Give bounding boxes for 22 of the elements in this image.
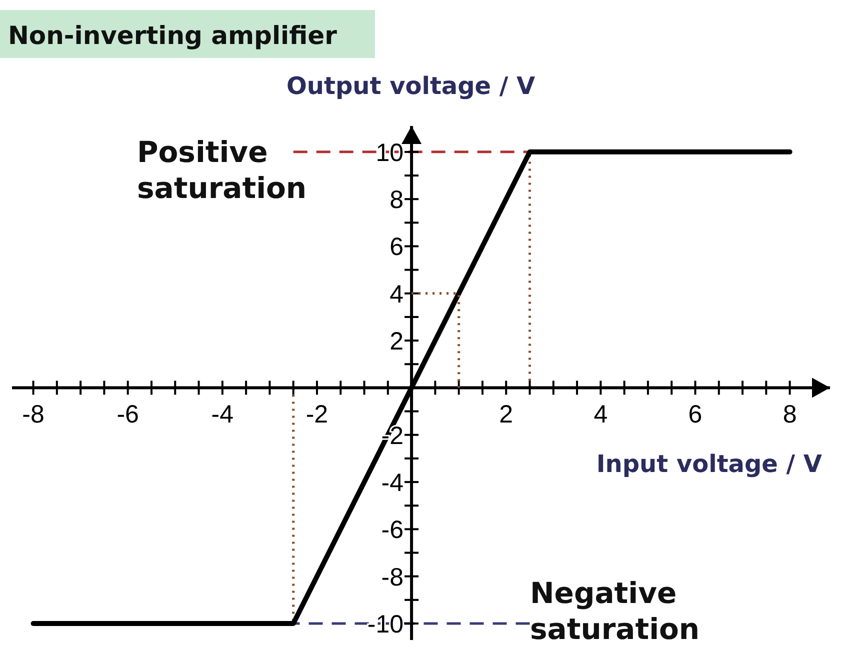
annotation: Positive saturation	[137, 135, 307, 205]
x-tick-label: 6	[688, 400, 702, 429]
x-axis-title: Input voltage / V	[596, 450, 822, 478]
x-tick-label: -6	[116, 400, 139, 429]
x-tick-label: 4	[594, 400, 608, 429]
y-tick-label: -6	[381, 516, 404, 544]
y-tick-label: 6	[390, 233, 404, 262]
x-tick-label: -2	[306, 400, 328, 429]
y-tick-label: 10	[376, 138, 404, 167]
y-tick-label: 2	[390, 328, 404, 356]
y-axis-title: Output voltage / V	[286, 72, 536, 100]
x-tick-label: 8	[782, 400, 797, 429]
chart-title: Non-inverting amplifier	[8, 21, 338, 50]
y-tick-label: 4	[390, 280, 404, 308]
x-tick-label: -8	[22, 400, 44, 429]
y-tick-label: 8	[390, 186, 404, 214]
y-tick-label: -10	[367, 610, 404, 638]
y-tick-label: -8	[381, 563, 404, 592]
annotation: Negative saturation	[530, 576, 700, 646]
x-tick-label: -4	[211, 400, 234, 429]
y-tick-label: -4	[381, 469, 404, 498]
x-tick-label: 2	[499, 400, 514, 429]
